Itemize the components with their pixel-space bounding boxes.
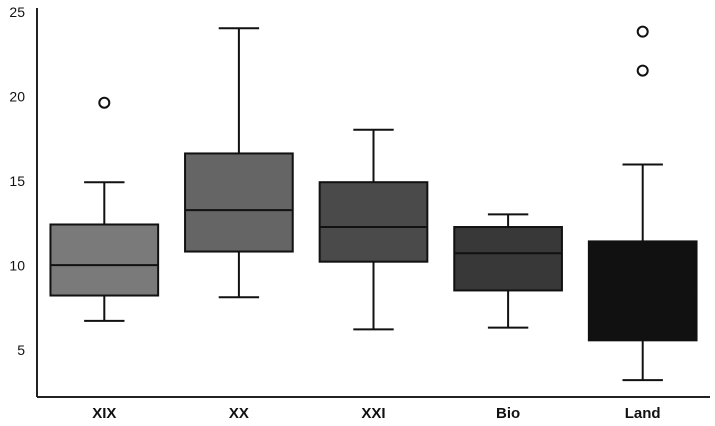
x-tick-label: Land xyxy=(625,405,661,422)
x-tick-label: XIX xyxy=(92,405,116,422)
box xyxy=(49,223,160,297)
outlier xyxy=(636,64,649,77)
outlier xyxy=(98,96,111,109)
outlier xyxy=(636,25,649,38)
box xyxy=(318,181,429,263)
x-tick-label: XX xyxy=(229,405,249,422)
y-tick-label: 10 xyxy=(9,257,25,273)
box xyxy=(184,152,294,253)
y-tick-label: 20 xyxy=(9,88,25,104)
x-tick-label: Bio xyxy=(496,405,520,422)
box xyxy=(587,240,698,342)
x-tick-label: XXI xyxy=(361,405,385,422)
y-tick-label: 25 xyxy=(9,4,25,20)
box xyxy=(453,226,563,292)
y-tick-label: 15 xyxy=(9,173,25,189)
y-tick-label: 5 xyxy=(17,342,25,358)
